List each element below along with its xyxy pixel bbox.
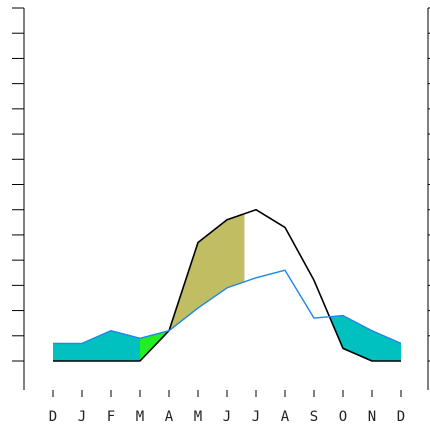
series-line-2 (53, 269, 402, 345)
x-tick-label-7: J (252, 409, 260, 425)
x-tick-label-1: J (78, 409, 86, 425)
x-tick-label-6: J (223, 409, 231, 425)
x-tick-label-10: O (339, 409, 347, 425)
fill-area-3 (169, 213, 245, 331)
y-ticks (12, 7, 430, 362)
x-tick-label-5: M (194, 409, 202, 425)
series-layer (53, 208, 402, 362)
x-tick-label-4: A (165, 409, 174, 425)
x-tick-label-12: D (397, 409, 405, 425)
fill-area-4 (328, 314, 401, 361)
fill-area-1 (53, 330, 140, 361)
x-tick-label-8: A (281, 409, 290, 425)
x-tick-label-3: M (136, 409, 144, 425)
series-line-1 (53, 208, 401, 362)
x-ticks (52, 390, 402, 397)
x-tick-label-0: D (49, 409, 57, 425)
x-tick-label-9: S (310, 409, 318, 425)
x-tick-label-2: F (107, 409, 115, 425)
x-tick-label-11: N (368, 409, 376, 425)
